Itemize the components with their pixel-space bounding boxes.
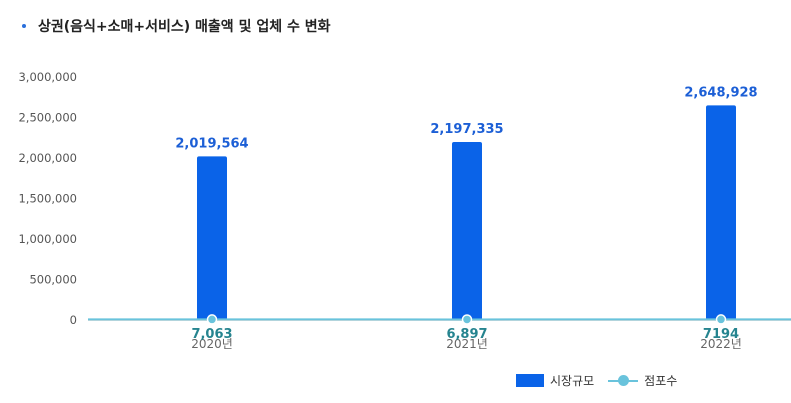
chart-title: 상권(음식+소매+서비스) 매출액 및 업체 수 변화 (38, 19, 331, 35)
y-tick-label: 1,500,000 (18, 192, 77, 206)
x-tick-label: 2022년 (700, 337, 742, 351)
y-tick-label: 0 (70, 313, 77, 327)
point-data-label: 6,897 (446, 327, 487, 342)
bar (197, 156, 227, 320)
legend-item-line[interactable]: 점포수 (608, 372, 677, 389)
bar (452, 142, 482, 320)
y-tick-label: 500,000 (29, 273, 77, 287)
point-data-label: 7,063 (191, 327, 232, 342)
legend-label-line: 점포수 (644, 374, 678, 388)
y-tick-label: 1,000,000 (18, 232, 77, 246)
bar-data-label: 2,648,928 (684, 85, 757, 100)
legend-label-bar: 시장규모 (550, 374, 595, 388)
bullet-icon (22, 24, 26, 28)
legend-item-bar[interactable]: 시장규모 (516, 372, 594, 389)
point-data-label: 7194 (703, 327, 739, 342)
line-swatch-icon (608, 374, 639, 387)
y-tick-label: 2,000,000 (18, 151, 77, 165)
bar (706, 105, 736, 320)
bar-swatch-icon (516, 374, 544, 387)
y-tick-label: 2,500,000 (18, 111, 77, 125)
chart-legend: 시장규모 점포수 (516, 372, 691, 389)
bar-data-label: 2,019,564 (175, 136, 248, 151)
chart-title-row: 상권(음식+소매+서비스) 매출액 및 업체 수 변화 (22, 16, 330, 36)
y-tick-label: 3,000,000 (18, 70, 77, 84)
x-tick-label: 2021년 (446, 337, 488, 351)
bar-data-label: 2,197,335 (430, 122, 503, 137)
line-point (206, 314, 218, 325)
line-point (715, 314, 727, 325)
x-tick-label: 2020년 (191, 337, 233, 351)
line-point (461, 314, 473, 325)
